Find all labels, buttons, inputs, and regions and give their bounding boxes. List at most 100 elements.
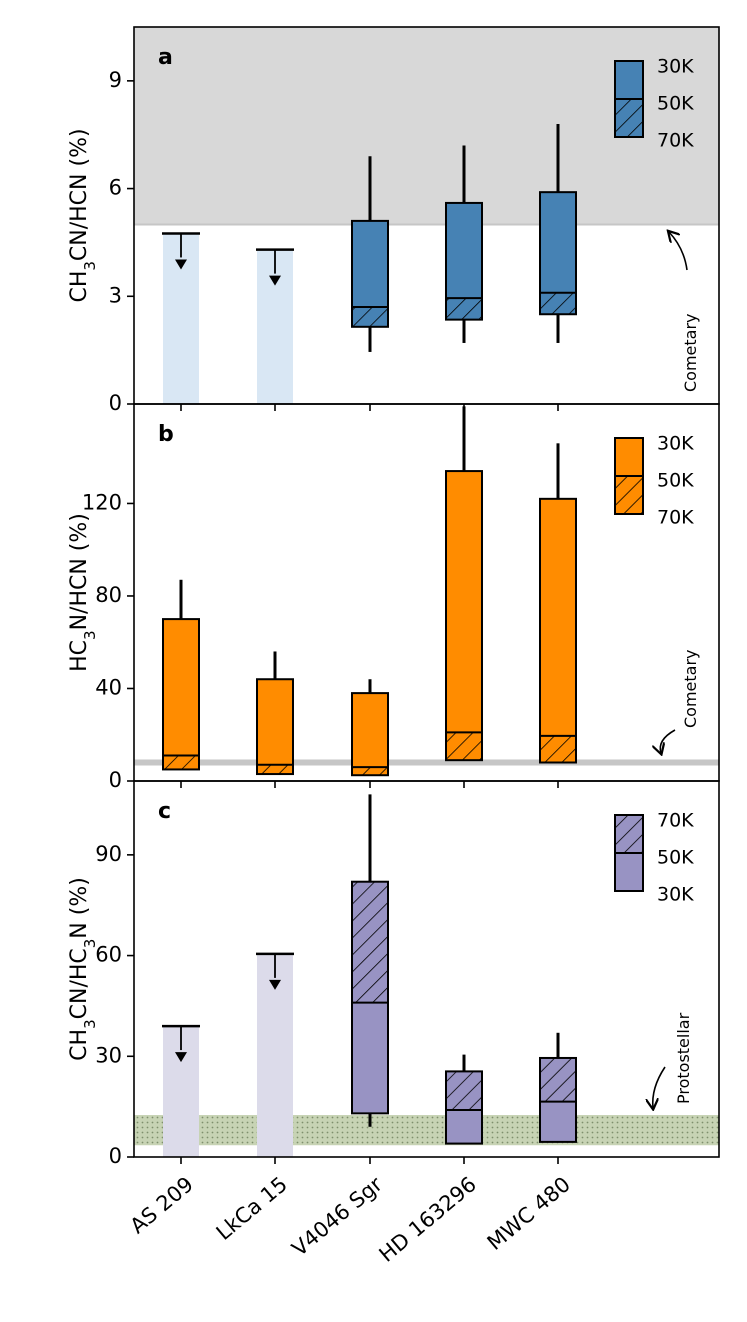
cometary-arrow xyxy=(669,232,688,271)
segment-30k xyxy=(446,1110,482,1144)
segment-30k xyxy=(352,220,388,308)
legend-label-70k: 70K xyxy=(657,507,694,529)
box-v4046-sgr xyxy=(351,156,389,352)
panel-c: Protostellar 70K 50K 30K c 0 30 60 90 CH3CN/HC3N … xyxy=(67,780,720,1168)
y-axis-label: HC3N/HCN (%) xyxy=(67,513,99,672)
box-outline xyxy=(351,219,389,328)
segment-70k-hatch xyxy=(446,1071,482,1110)
upper-limit-as-209 xyxy=(162,232,200,404)
box-outline xyxy=(539,497,577,764)
y-axis-label: CH3CN/HC3N (%) xyxy=(67,877,99,1061)
y-tick-label: 3 xyxy=(109,283,122,307)
cometary-arrow xyxy=(660,729,676,753)
legend-swatch-70k-hatch xyxy=(615,815,643,853)
panel-letter: c xyxy=(158,799,171,824)
panel-a: Cometary 30K 50K 70K a 0 3 6 9 CH3CN/HCN (%) xyxy=(67,26,720,415)
upper-limit-lkca-15 xyxy=(256,248,294,404)
box-v4046-sgr xyxy=(351,794,389,1127)
box-v4046-sgr xyxy=(351,679,389,777)
box-hd-163296 xyxy=(445,145,483,343)
box-outline xyxy=(539,1056,577,1143)
y-tick-label: 40 xyxy=(95,675,122,699)
legend-label-50k: 50K xyxy=(657,470,694,492)
segment-30k xyxy=(540,1101,576,1142)
x-tick-label: LkCa 15 xyxy=(212,1172,292,1245)
x-tick-label: HD 163296 xyxy=(375,1172,481,1267)
box-mwc-480 xyxy=(539,123,577,343)
legend-label-50k: 50K xyxy=(657,93,694,115)
upper-limit-arrowhead xyxy=(269,979,281,990)
y-tick-label: 9 xyxy=(109,68,122,92)
y-tick-label: 0 xyxy=(109,1144,122,1168)
y-tick-label: 90 xyxy=(95,842,122,866)
y-tick-label: 120 xyxy=(82,490,122,514)
segment-30k xyxy=(540,498,576,736)
segment-70k-hatch xyxy=(352,307,388,327)
legend-swatch-30k xyxy=(615,61,643,99)
segment-70k-hatch xyxy=(540,1057,576,1102)
segment-30k xyxy=(163,619,199,756)
segment-30k xyxy=(352,1002,388,1114)
box-hd-163296 xyxy=(445,406,483,762)
legend-c: 70K 50K 30K xyxy=(614,810,694,906)
legend-label-30k: 30K xyxy=(657,884,694,906)
upper-limit-lkca-15 xyxy=(256,952,294,1157)
legend-b: 30K 50K 70K xyxy=(614,433,694,529)
box-outline xyxy=(445,1070,483,1145)
segment-30k xyxy=(446,202,482,299)
x-tick-label: AS 209 xyxy=(126,1172,198,1238)
box-mwc-480 xyxy=(539,1032,577,1143)
segment-70k-hatch xyxy=(352,767,388,776)
box-outline xyxy=(162,618,200,771)
box-hd-163296 xyxy=(445,1054,483,1145)
legend-label-70k: 70K xyxy=(657,810,694,832)
y-tick-label: 80 xyxy=(95,583,122,607)
plot-area-b xyxy=(134,406,719,777)
box-outline xyxy=(256,678,294,776)
upper-limit-arrowhead xyxy=(175,259,187,270)
box-outline xyxy=(445,201,483,321)
legend-swatch-30k xyxy=(615,438,643,476)
segment-70k-hatch xyxy=(446,732,482,761)
box-as-209 xyxy=(162,579,200,771)
box-outline xyxy=(445,470,483,762)
upper-limit-bar xyxy=(163,233,199,404)
axes-frame xyxy=(133,780,720,1158)
box-outline xyxy=(351,692,389,777)
segment-70k-hatch xyxy=(163,755,199,770)
protostellar-arrow xyxy=(653,1066,666,1108)
y-axis-label: CH3CN/HCN (%) xyxy=(67,128,99,302)
legend-label-30k: 30K xyxy=(657,433,694,455)
legend-label-70k: 70K xyxy=(657,130,694,152)
upper-limit-bar xyxy=(257,249,293,404)
legend-a: 30K 50K 70K xyxy=(614,56,694,152)
y-tick-label: 30 xyxy=(95,1043,122,1067)
legend-swatch-70k-hatch xyxy=(615,99,643,137)
legend-label-30k: 30K xyxy=(657,56,694,78)
cometary-label: Cometary xyxy=(681,313,700,392)
segment-30k xyxy=(257,679,293,765)
y-tick-label: 0 xyxy=(109,768,122,792)
panel-letter: b xyxy=(158,422,174,447)
cometary-label: Cometary xyxy=(681,649,700,728)
upper-limit-arrowhead xyxy=(175,1052,187,1063)
box-mwc-480 xyxy=(539,443,577,764)
legend-label-50k: 50K xyxy=(657,847,694,869)
legend-swatch-30k xyxy=(615,853,643,891)
upper-limit-as-209 xyxy=(162,1024,200,1157)
segment-30k xyxy=(352,693,388,768)
segment-70k-hatch xyxy=(540,735,576,763)
segment-70k-hatch xyxy=(446,298,482,320)
upper-limit-arrowhead xyxy=(269,275,281,286)
plot-area-c xyxy=(134,794,719,1157)
segment-70k-hatch xyxy=(257,764,293,775)
x-tick-label: MWC 480 xyxy=(483,1172,575,1255)
segment-30k xyxy=(540,192,576,293)
box-outline xyxy=(351,880,389,1115)
legend-swatch-70k-hatch xyxy=(615,476,643,514)
segment-70k-hatch xyxy=(352,881,388,1003)
protostellar-label: Protostellar xyxy=(674,1012,693,1104)
